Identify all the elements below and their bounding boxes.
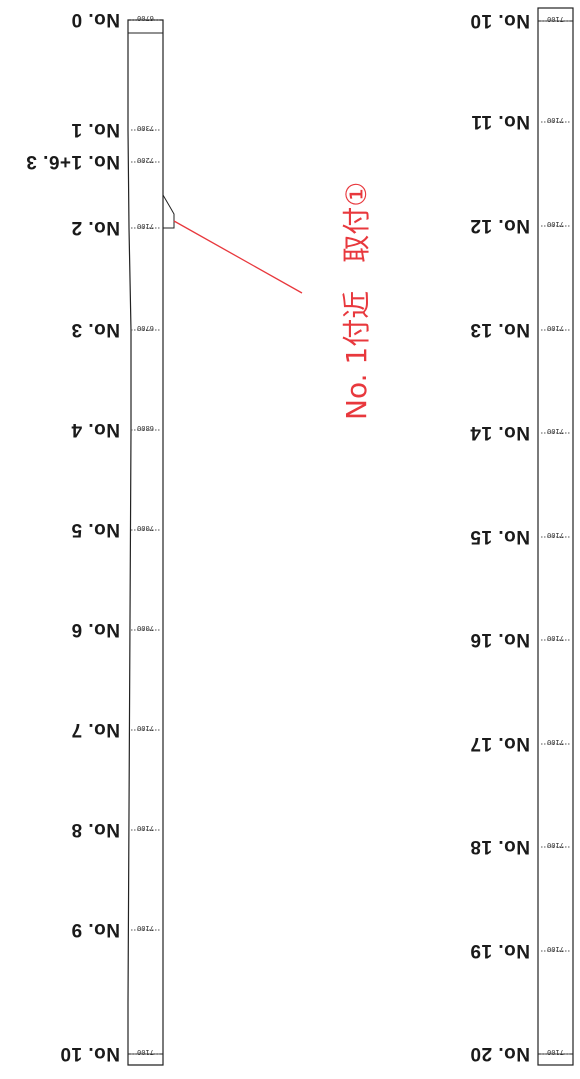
station-width-label: 7100 <box>137 924 154 932</box>
station-width-label: 7100 <box>547 634 564 642</box>
station-width-label: 7000 <box>137 624 154 632</box>
station-label: No. 18 <box>470 836 530 857</box>
annotation-leader-line <box>173 220 303 294</box>
station-label: No. 19 <box>470 940 530 961</box>
station-label: No. 5 <box>71 519 120 540</box>
station-width-label: 7100 <box>547 841 564 849</box>
station-width-label: 7100 <box>137 222 154 230</box>
left-strip-outline <box>127 19 164 1066</box>
station-label: No. 9 <box>71 919 120 940</box>
left-station-row: 6700 No. 3 <box>71 319 160 340</box>
station-width-label: 7000 <box>137 524 154 532</box>
station-width-label: 7100 <box>137 724 154 732</box>
left-station-row: 7100 No. 10 <box>60 1043 160 1064</box>
station-label: No. 17 <box>470 733 530 754</box>
left-station-row: 7000 No. 6 <box>71 619 160 640</box>
left-station-row: 7100 No. 8 <box>71 819 160 840</box>
station-label: No. 0 <box>71 9 120 30</box>
station-width-label: 7100 <box>137 824 154 832</box>
station-label: No. 8 <box>71 819 120 840</box>
right-strip <box>537 7 574 1066</box>
left-station-row: 7100 No. 7 <box>71 719 160 740</box>
left-station-row: 6700 No. 0 <box>71 9 160 30</box>
right-station-row: 7100 No. 16 <box>470 629 570 650</box>
station-width-label: 7100 <box>547 427 564 435</box>
right-strip-outline <box>537 7 574 1066</box>
station-label: No. 3 <box>71 319 120 340</box>
annotation-text: No. 1付近 取付① <box>340 182 373 420</box>
left-station-row: 6800 No. 4 <box>71 419 160 440</box>
left-strip-taper <box>162 194 175 229</box>
left-station-row: 7200 No. 1+6. 3 <box>26 151 160 172</box>
right-station-row: 7100 No. 14 <box>470 422 570 443</box>
right-station-row: 7100 No. 11 <box>471 111 570 132</box>
station-label: No. 16 <box>470 629 530 650</box>
station-label: No. 11 <box>471 111 530 132</box>
station-label: No. 2 <box>71 217 120 238</box>
station-width-label: 6700 <box>137 324 154 332</box>
left-station-row: 7100 No. 9 <box>71 919 160 940</box>
station-width-label: 7100 <box>547 945 564 953</box>
left-strip <box>127 19 175 1066</box>
station-label: No. 7 <box>71 719 120 740</box>
right-station-row: 7100 No. 20 <box>470 1043 570 1064</box>
right-station-row: 7100 No. 12 <box>470 215 570 236</box>
station-label: No. 1 <box>71 119 120 140</box>
right-station-row: 7100 No. 19 <box>470 940 570 961</box>
station-label: No. 15 <box>470 526 530 547</box>
left-station-row: 7000 No. 5 <box>71 519 160 540</box>
right-station-row: 7100 No. 10 <box>470 10 570 31</box>
right-station-row: 7100 No. 15 <box>470 526 570 547</box>
station-width-label: 7200 <box>137 156 154 164</box>
station-width-label: 7100 <box>547 531 564 539</box>
station-label: No. 14 <box>470 422 530 443</box>
left-station-row: 7100 No. 2 <box>71 217 160 238</box>
right-station-labels: 7100 No. 10 7100 No. 11 7100 No. 12 7100 No. 13… <box>470 10 570 1064</box>
right-station-row: 7100 No. 17 <box>470 733 570 754</box>
station-width-label: 7100 <box>547 738 564 746</box>
station-width-label: 7300 <box>137 124 154 132</box>
station-label: No. 20 <box>470 1043 530 1064</box>
station-label: No. 10 <box>470 10 530 31</box>
station-width-label: 7100 <box>137 1048 154 1056</box>
station-width-label: 7100 <box>547 324 564 332</box>
station-label: No. 12 <box>470 215 530 236</box>
station-label: No. 4 <box>71 419 120 440</box>
right-station-row: 7100 No. 13 <box>470 319 570 340</box>
station-width-label: 6800 <box>137 424 154 432</box>
left-station-row: 7300 No. 1 <box>71 119 160 140</box>
left-station-labels: 6700 No. 0 7300 No. 1 7200 No. 1+6. 3 7100 No. … <box>26 9 160 1064</box>
station-width-label: 7100 <box>547 116 564 124</box>
station-label: No. 1+6. 3 <box>26 151 120 172</box>
station-width-label: 7100 <box>547 15 564 23</box>
station-width-label: 6700 <box>137 14 154 22</box>
station-label: No. 6 <box>71 619 120 640</box>
station-width-label: 7100 <box>547 220 564 228</box>
station-width-label: 7100 <box>547 1048 564 1056</box>
right-station-row: 7100 No. 18 <box>470 836 570 857</box>
station-label: No. 13 <box>470 319 530 340</box>
station-label: No. 10 <box>60 1043 120 1064</box>
